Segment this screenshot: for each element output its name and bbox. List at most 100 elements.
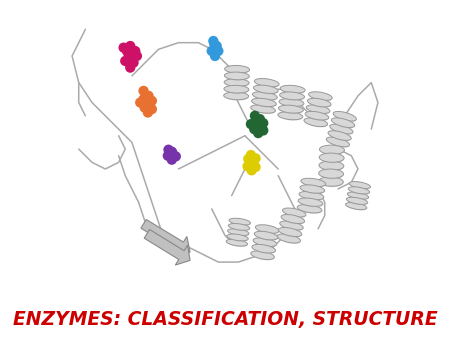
Ellipse shape: [302, 186, 324, 194]
Ellipse shape: [328, 138, 349, 148]
Ellipse shape: [305, 112, 329, 120]
Point: [255, 130, 262, 136]
Ellipse shape: [306, 105, 330, 114]
Ellipse shape: [318, 177, 343, 186]
Ellipse shape: [309, 92, 332, 100]
Ellipse shape: [227, 73, 249, 81]
Point: [120, 45, 127, 50]
Point: [215, 48, 222, 54]
Ellipse shape: [301, 178, 326, 187]
Point: [144, 110, 152, 115]
Point: [251, 126, 258, 132]
Ellipse shape: [303, 179, 325, 188]
Point: [248, 152, 255, 158]
Point: [252, 117, 260, 122]
Ellipse shape: [320, 178, 343, 187]
Polygon shape: [144, 230, 190, 265]
Ellipse shape: [277, 234, 301, 243]
Ellipse shape: [299, 206, 322, 214]
Ellipse shape: [226, 93, 248, 101]
Point: [148, 98, 155, 103]
Point: [251, 120, 258, 125]
Point: [252, 164, 259, 170]
Ellipse shape: [251, 251, 274, 260]
Ellipse shape: [224, 79, 249, 87]
Ellipse shape: [326, 137, 350, 147]
Ellipse shape: [254, 78, 279, 87]
Ellipse shape: [225, 66, 250, 73]
Point: [141, 105, 148, 110]
Ellipse shape: [228, 240, 248, 247]
Point: [211, 42, 218, 47]
Ellipse shape: [282, 93, 304, 101]
Ellipse shape: [321, 154, 344, 163]
Ellipse shape: [310, 99, 331, 108]
Point: [126, 43, 134, 49]
Ellipse shape: [280, 221, 303, 230]
Ellipse shape: [278, 112, 303, 120]
Ellipse shape: [229, 235, 248, 242]
Ellipse shape: [307, 113, 328, 121]
Point: [140, 88, 147, 94]
Ellipse shape: [284, 216, 305, 224]
Point: [256, 116, 264, 122]
Ellipse shape: [298, 198, 323, 206]
Ellipse shape: [279, 92, 305, 100]
Ellipse shape: [332, 125, 353, 135]
Point: [145, 93, 152, 99]
Ellipse shape: [228, 229, 249, 236]
Ellipse shape: [319, 169, 343, 178]
Point: [168, 149, 176, 154]
Point: [249, 160, 256, 166]
Ellipse shape: [281, 106, 303, 114]
Point: [126, 65, 134, 70]
Ellipse shape: [279, 235, 300, 244]
Ellipse shape: [281, 100, 304, 107]
Ellipse shape: [227, 234, 248, 241]
Point: [169, 150, 176, 156]
Ellipse shape: [349, 182, 370, 189]
Ellipse shape: [280, 113, 302, 121]
Ellipse shape: [320, 145, 344, 154]
Ellipse shape: [299, 191, 324, 200]
Point: [257, 120, 265, 126]
Point: [130, 60, 137, 65]
Ellipse shape: [251, 105, 275, 113]
Point: [213, 43, 220, 49]
Ellipse shape: [230, 230, 249, 237]
Point: [244, 164, 251, 169]
Ellipse shape: [252, 98, 276, 106]
Ellipse shape: [311, 93, 332, 101]
Ellipse shape: [321, 170, 343, 179]
Ellipse shape: [349, 193, 369, 200]
Ellipse shape: [255, 93, 277, 101]
Ellipse shape: [253, 85, 278, 93]
Ellipse shape: [328, 131, 351, 140]
Ellipse shape: [351, 183, 370, 190]
Point: [212, 53, 219, 59]
Ellipse shape: [255, 239, 276, 247]
Point: [248, 160, 255, 165]
Ellipse shape: [225, 72, 249, 80]
Ellipse shape: [321, 162, 344, 171]
Point: [248, 121, 255, 127]
Ellipse shape: [282, 222, 303, 231]
Ellipse shape: [306, 119, 328, 127]
Ellipse shape: [253, 238, 277, 246]
Point: [133, 53, 140, 59]
Ellipse shape: [347, 203, 367, 211]
Ellipse shape: [333, 112, 356, 121]
Ellipse shape: [254, 245, 275, 254]
Ellipse shape: [227, 67, 249, 74]
Point: [245, 156, 252, 162]
Ellipse shape: [347, 192, 369, 199]
Point: [208, 48, 215, 54]
Ellipse shape: [256, 79, 279, 88]
Point: [132, 48, 139, 54]
Ellipse shape: [254, 231, 278, 240]
Ellipse shape: [226, 239, 248, 246]
Ellipse shape: [280, 85, 305, 93]
Ellipse shape: [252, 244, 275, 253]
Ellipse shape: [252, 92, 277, 100]
Ellipse shape: [335, 113, 356, 122]
